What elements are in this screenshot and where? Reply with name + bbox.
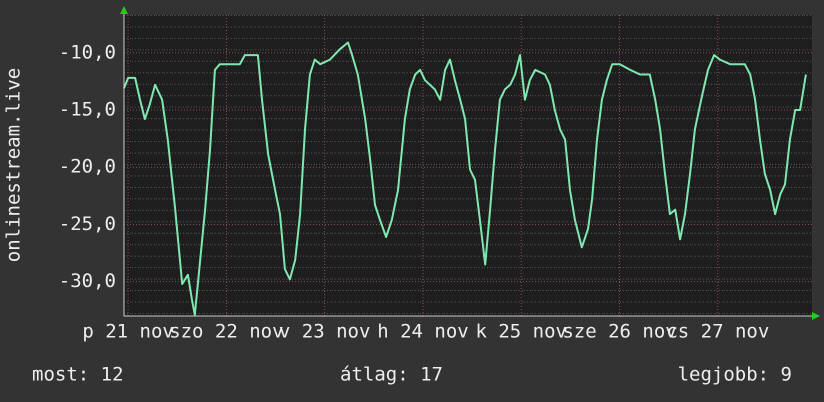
x-arrow bbox=[812, 312, 820, 320]
footer-current: most: 12 bbox=[32, 364, 124, 386]
y-tick-label: -25,0 bbox=[59, 213, 116, 235]
data-line bbox=[123, 41, 807, 316]
y-tick-label: -30,0 bbox=[59, 270, 116, 292]
minor-grid bbox=[124, 15, 812, 316]
footer-average: átlag: 17 bbox=[340, 364, 443, 386]
x-tick-label: k 25 nov bbox=[475, 321, 567, 343]
x-tick-label: sze 26 nov bbox=[562, 321, 676, 343]
x-tick-label: szo 22 nov bbox=[169, 321, 283, 343]
footer-best: legjobb: 9 bbox=[678, 364, 792, 386]
y-arrow bbox=[120, 6, 128, 14]
x-tick-label: p 21 nov bbox=[82, 321, 174, 343]
y-tick-label: -20,0 bbox=[59, 156, 116, 178]
y-tick-label: -10,0 bbox=[59, 41, 116, 63]
x-tick-label: v 23 nov bbox=[279, 321, 371, 343]
x-tick-label: h 24 nov bbox=[377, 321, 469, 343]
x-tick-label: cs 27 nov bbox=[666, 321, 769, 343]
y-tick-label: -15,0 bbox=[59, 98, 116, 120]
y-axis-label: onlinestream.live bbox=[3, 68, 25, 262]
